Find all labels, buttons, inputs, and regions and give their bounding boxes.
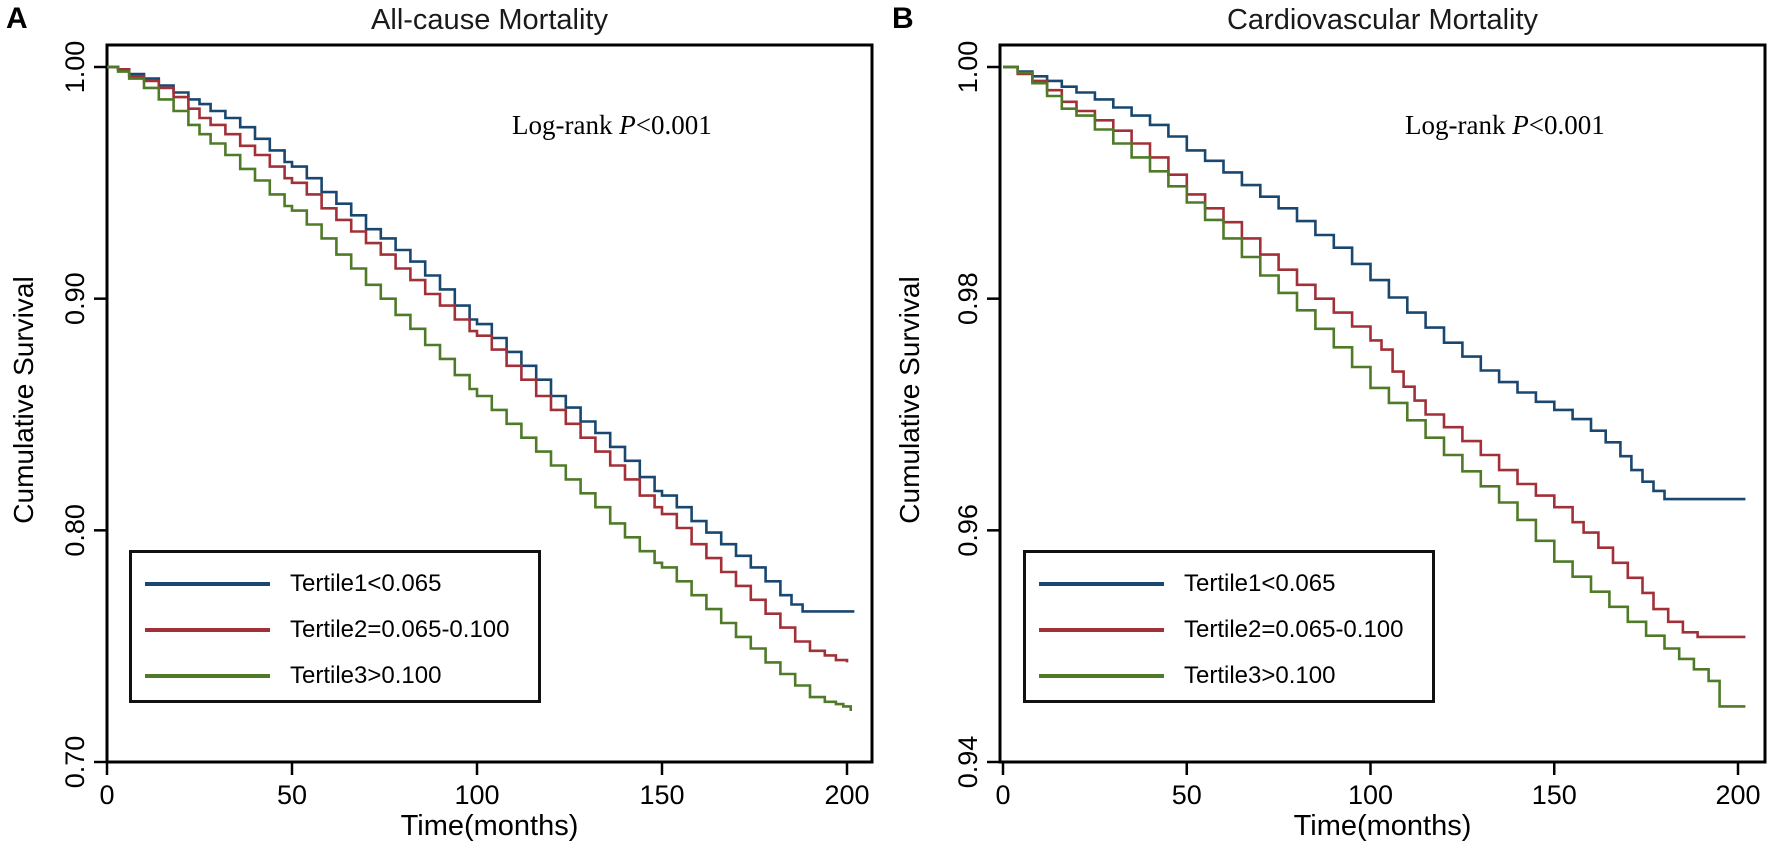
panel-all-cause-mortality: 0 50 100 150 200 1.00 0.90 0.80 0.70 A All-cause… — [6, 2, 874, 842]
chart-title-all-cause: All-cause Mortality — [371, 4, 608, 36]
legend-swatch-tertile2 — [1039, 628, 1164, 632]
panel-label-a: A — [6, 2, 28, 35]
y-axis-label-a: Cumulative Survival — [8, 276, 39, 524]
panel-label-b: B — [892, 2, 914, 35]
y-tick-label: 0.80 — [60, 504, 90, 557]
legend-item-tertile1: Tertile1<0.065 — [1026, 561, 1432, 607]
x-tick-label: 50 — [1172, 780, 1202, 810]
x-tick-label: 0 — [99, 780, 114, 810]
legend-label-tertile1: Tertile1<0.065 — [1184, 570, 1336, 597]
x-axis-label-b: Time(months) — [1293, 810, 1472, 842]
y-tick-label: 0.90 — [60, 272, 90, 325]
y-tick-label: 0.96 — [953, 504, 983, 557]
y-tick-label: 1.00 — [60, 41, 90, 94]
x-axis-label-a: Time(months) — [400, 810, 579, 842]
legend-label-tertile2: Tertile2=0.065-0.100 — [290, 616, 510, 643]
y-tick-label: 0.94 — [953, 736, 983, 789]
y-tick-label: 0.70 — [60, 736, 90, 789]
legend-label-tertile3: Tertile3>0.100 — [290, 662, 442, 689]
legend-item-tertile3: Tertile3>0.100 — [1026, 653, 1432, 699]
x-tick-label: 100 — [1348, 780, 1393, 810]
x-tick-label: 50 — [277, 780, 307, 810]
legend-swatch-tertile2 — [145, 628, 270, 632]
series-line-tertile1 — [1003, 65, 1746, 501]
x-tick-label: 100 — [454, 780, 499, 810]
plot-border — [105, 43, 874, 764]
series-line-tertile2 — [1003, 65, 1746, 639]
y-tick-label: 0.98 — [953, 272, 983, 325]
series-line-tertile3 — [107, 65, 852, 711]
series-line-tertile2 — [107, 65, 849, 663]
log-rank-annotation-b: Log-rank P<0.001 — [1405, 110, 1605, 141]
legend-swatch-tertile1 — [145, 582, 270, 586]
legend-box-b: Tertile1<0.065 Tertile2=0.065-0.100 Tert… — [1023, 550, 1435, 703]
plot-border — [998, 43, 1767, 764]
legend-item-tertile3: Tertile3>0.100 — [132, 653, 538, 699]
x-tick-label: 0 — [995, 780, 1010, 810]
x-tick-label: 150 — [639, 780, 684, 810]
legend-box-a: Tertile1<0.065 Tertile2=0.065-0.100 Tert… — [129, 550, 541, 703]
y-axis-label-b: Cumulative Survival — [894, 276, 925, 524]
legend-label-tertile2: Tertile2=0.065-0.100 — [1184, 616, 1404, 643]
chart-title-cardiovascular: Cardiovascular Mortality — [1226, 4, 1539, 36]
survival-plot-all-cause: 0 50 100 150 200 1.00 0.90 0.80 0.70 — [60, 41, 874, 810]
y-tick-label: 1.00 — [953, 41, 983, 94]
series-line-tertile3 — [1003, 65, 1746, 708]
log-rank-value-a: <0.001 — [635, 110, 712, 140]
legend-label-tertile3: Tertile3>0.100 — [1184, 662, 1336, 689]
legend-item-tertile1: Tertile1<0.065 — [132, 561, 538, 607]
log-rank-annotation-a: Log-rank P<0.001 — [512, 110, 712, 141]
legend-label-tertile1: Tertile1<0.065 — [290, 570, 442, 597]
legend-item-tertile2: Tertile2=0.065-0.100 — [132, 607, 538, 653]
log-rank-p-a: P — [619, 110, 636, 140]
log-rank-prefix-a: Log-rank — [512, 110, 620, 140]
series-line-tertile1 — [107, 65, 855, 613]
legend-swatch-tertile1 — [1039, 582, 1164, 586]
legend-swatch-tertile3 — [1039, 674, 1164, 678]
legend-swatch-tertile3 — [145, 674, 270, 678]
legend-item-tertile2: Tertile2=0.065-0.100 — [1026, 607, 1432, 653]
log-rank-value-b: <0.001 — [1528, 110, 1605, 140]
x-tick-label: 150 — [1532, 780, 1577, 810]
survival-plot-cardiovascular: 0 50 100 150 200 1.00 0.98 0.96 0.94 — [953, 41, 1767, 810]
panel-cardiovascular-mortality: 0 50 100 150 200 1.00 0.98 0.96 0.94 B Cardiovas… — [886, 0, 1772, 855]
x-tick-label: 200 — [824, 780, 869, 810]
x-tick-label: 200 — [1715, 780, 1760, 810]
log-rank-p-b: P — [1512, 110, 1529, 140]
log-rank-prefix-b: Log-rank — [1405, 110, 1513, 140]
